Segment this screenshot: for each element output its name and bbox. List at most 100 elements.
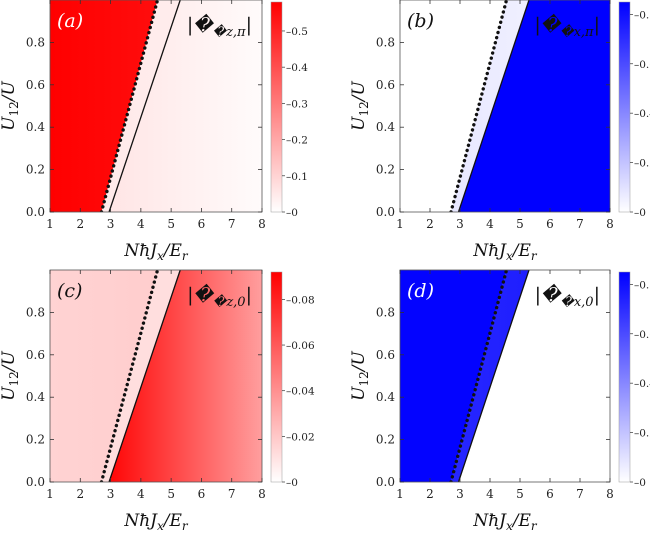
colorbar-gradient xyxy=(618,1,631,213)
colorbar-tick-label: –0.2 xyxy=(634,428,650,440)
panel-letter: (c) xyxy=(57,280,82,302)
x-tick-label: 3 xyxy=(456,217,464,231)
y-tick-label: 0.0 xyxy=(376,475,395,489)
y-tick-label: 0.8 xyxy=(376,305,395,319)
x-tick-label: 5 xyxy=(516,217,524,231)
y-tick-label: 0.0 xyxy=(26,205,45,219)
y-axis-label: U12/U xyxy=(349,350,371,400)
colorbar-tick-label: –0.4 xyxy=(286,62,308,74)
heatmap-region-middle xyxy=(101,270,181,482)
panel-quantity-label: |𝓜x,0| xyxy=(535,283,600,310)
dotted-phase-boundary xyxy=(449,270,509,482)
colorbar-tick-label: –0 xyxy=(286,207,298,219)
x-tick-label: 4 xyxy=(137,487,145,501)
y-tick-label: 0.2 xyxy=(26,163,45,177)
heatmap-region-middle xyxy=(451,0,529,212)
panel-quantity-label: |𝓜z,0| xyxy=(187,283,252,310)
y-tick-label: 0.2 xyxy=(376,163,395,177)
panel-d: 1 2 3 4 5 6 7 8 0.0 0.2 0.4 0.6 0.8 NħJx/Er U12/U (d) |𝓜… xyxy=(349,269,650,533)
x-tick-label: 6 xyxy=(198,487,206,501)
y-axis-label: U12/U xyxy=(0,350,21,400)
y-tick-label: 0.6 xyxy=(26,78,45,92)
x-tick-label: 3 xyxy=(456,487,464,501)
heatmap-region-middle xyxy=(451,270,529,482)
colorbar: –0 –0.1 –0.2 –0.3 –0.4 –0.5 xyxy=(270,1,308,219)
x-tick-label: 8 xyxy=(606,217,614,231)
heatmap-region-middle xyxy=(101,0,181,212)
y-tick-label: 0.4 xyxy=(376,120,395,134)
y-axis-label: U12/U xyxy=(0,80,21,130)
x-tick-label: 5 xyxy=(167,487,175,501)
colorbar-tick-label: –0.2 xyxy=(286,135,308,147)
x-tick-label: 6 xyxy=(546,217,554,231)
solid-phase-boundary xyxy=(108,0,181,212)
colorbar-tick-label: –0 xyxy=(286,477,298,489)
heatmap-region-left xyxy=(400,270,507,482)
x-axis-label: NħJx/Er xyxy=(123,511,189,533)
colorbar-tick-label: –0.1 xyxy=(286,171,308,183)
colorbar-tick-label: –0.02 xyxy=(286,431,315,443)
x-axis-label: NħJx/Er xyxy=(472,511,538,533)
x-tick-label: 2 xyxy=(426,487,434,501)
panel-letter: (d) xyxy=(407,280,434,302)
panel-c: 1 2 3 4 5 6 7 8 0.0 0.2 0.4 0.6 0.8 NħJx/Er U12/U (c) |𝓜… xyxy=(0,269,315,533)
y-tick-label: 0.8 xyxy=(376,35,395,49)
panel-letter: (b) xyxy=(407,10,434,32)
solid-phase-boundary xyxy=(457,270,530,482)
y-tick-label: 0.6 xyxy=(26,348,45,362)
x-tick-label: 4 xyxy=(486,487,494,501)
x-tick-label: 4 xyxy=(137,217,145,231)
panel-quantity-label: |𝓜z,π| xyxy=(187,13,252,40)
y-tick-label: 0.4 xyxy=(376,390,395,404)
colorbar-tick-label: –0.5 xyxy=(286,26,308,38)
heatmap-region-left xyxy=(400,0,507,212)
heatmap-region-right xyxy=(458,0,610,212)
x-tick-label: 7 xyxy=(576,487,584,501)
panel-quantity-label: |𝓜x,π| xyxy=(534,13,600,40)
x-tick-label: 1 xyxy=(396,217,404,231)
x-tick-label: 6 xyxy=(198,217,206,231)
heatmap-region-right xyxy=(109,0,262,212)
heatmap-area xyxy=(400,270,610,482)
colorbar-tick-label: –0.2 xyxy=(634,158,650,170)
plot-frame xyxy=(399,269,611,483)
y-tick-label: 0.6 xyxy=(376,348,395,362)
colorbar: –0 –0.02 –0.04 –0.06 –0.08 xyxy=(270,271,315,489)
colorbar-gradient xyxy=(618,271,631,483)
x-tick-label: 5 xyxy=(167,217,175,231)
plot-frame xyxy=(399,0,611,213)
heatmap-region-right xyxy=(109,270,262,482)
x-tick-label: 1 xyxy=(46,217,54,231)
colorbar-tick-label: –0 xyxy=(634,477,646,489)
colorbar-tick-label: –0.8 xyxy=(634,9,650,21)
heatmap-region-right xyxy=(458,270,610,482)
y-tick-label: 0.4 xyxy=(26,120,45,134)
solid-phase-boundary xyxy=(108,270,181,482)
y-tick-label: 0.0 xyxy=(26,475,45,489)
panel-letter: (a) xyxy=(57,10,83,32)
x-tick-label: 5 xyxy=(516,487,524,501)
heatmap-area xyxy=(50,270,262,482)
x-tick-label: 3 xyxy=(107,217,115,231)
y-tick-label: 0.8 xyxy=(26,35,45,49)
x-tick-label: 7 xyxy=(228,217,236,231)
y-tick-label: 0.2 xyxy=(26,433,45,447)
y-tick-label: 0.8 xyxy=(26,305,45,319)
x-tick-label: 8 xyxy=(258,487,266,501)
heatmap-region-left xyxy=(50,0,158,212)
x-tick-label: 1 xyxy=(396,487,404,501)
colorbar-tick-label: –0.4 xyxy=(634,378,650,390)
colorbar-tick-label: –0.08 xyxy=(286,294,315,306)
colorbar-tick-label: –0.4 xyxy=(634,108,650,120)
x-tick-label: 8 xyxy=(258,217,266,231)
y-tick-label: 0.0 xyxy=(376,205,395,219)
y-tick-label: 0.6 xyxy=(376,78,395,92)
heatmap-region-left xyxy=(50,270,158,482)
colorbar-tick-label: –0.6 xyxy=(634,59,650,71)
y-tick-label: 0.4 xyxy=(26,390,45,404)
panel-b: 1 2 3 4 5 6 7 8 0.0 0.2 0.4 0.6 0.8 NħJx/Er U12/U (b) |𝓜… xyxy=(349,0,650,263)
colorbar-gradient xyxy=(270,1,283,213)
y-axis-label: U12/U xyxy=(349,80,371,130)
dotted-phase-boundary xyxy=(99,0,160,212)
